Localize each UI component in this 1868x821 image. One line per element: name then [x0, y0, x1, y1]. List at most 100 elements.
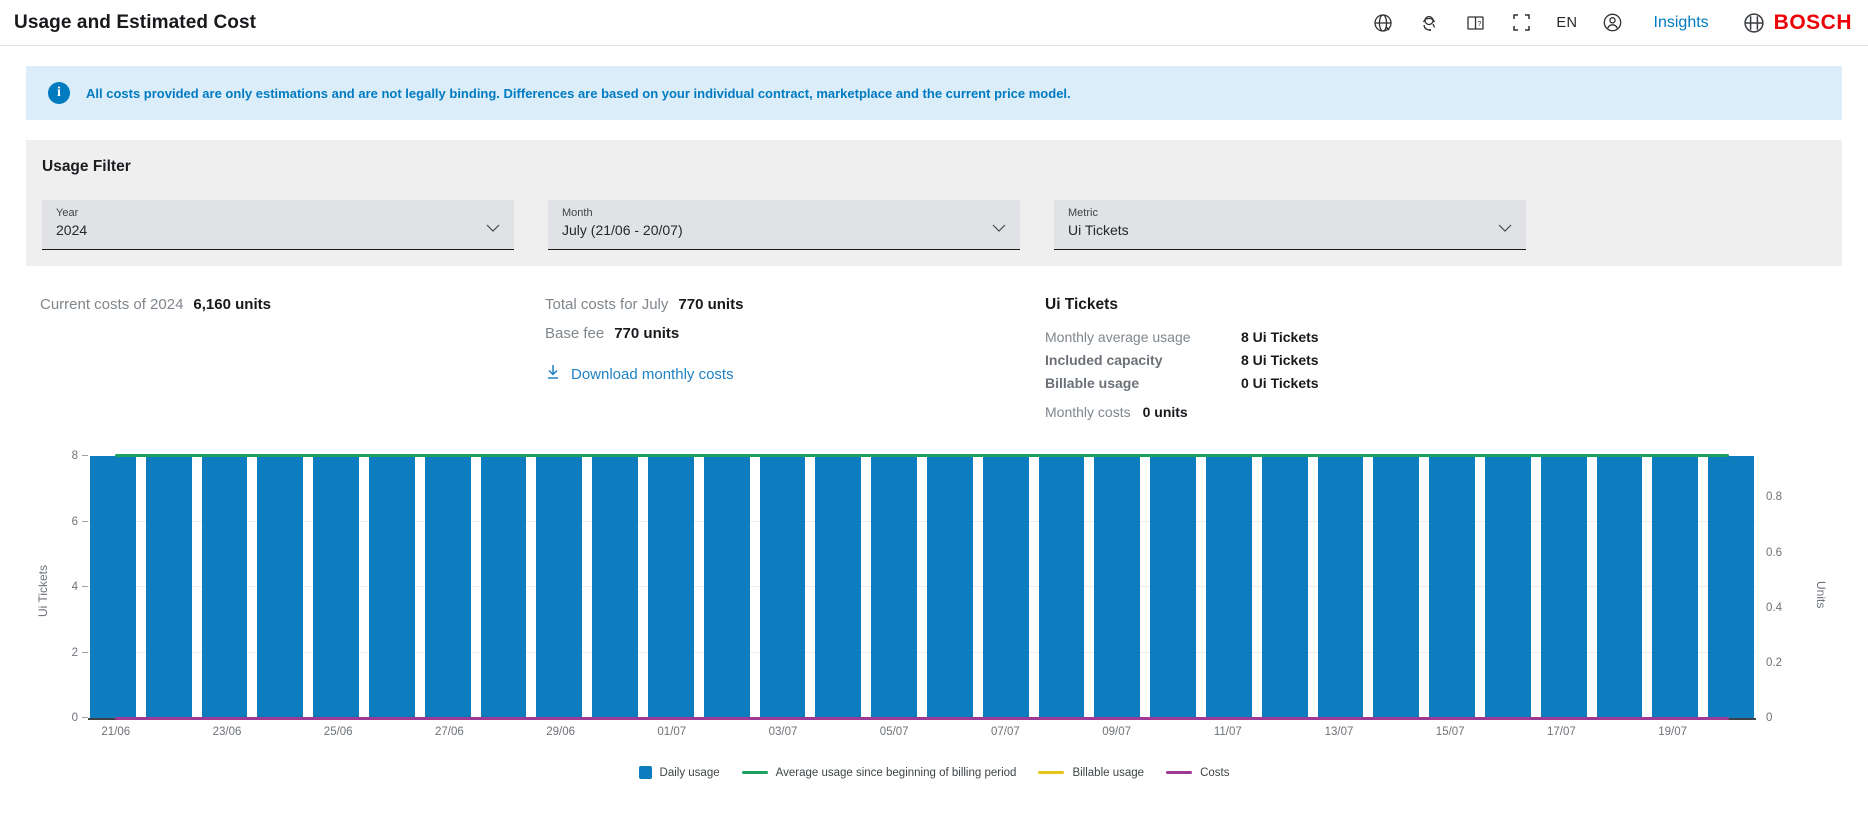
daily-usage-bar[interactable] [759, 456, 806, 718]
fullscreen-icon[interactable] [1510, 12, 1532, 34]
daily-usage-bar[interactable] [871, 456, 917, 718]
x-axis-tick-label: 29/06 [546, 726, 575, 738]
year-dropdown[interactable]: Year 2024 [42, 200, 514, 250]
daily-usage-bar[interactable] [647, 456, 694, 718]
yearly-costs-column: Current costs of 2024 6,160 units [40, 296, 545, 420]
help-book-icon[interactable]: ? [1464, 12, 1486, 34]
monthly-costs-label: Monthly costs [1045, 404, 1131, 420]
x-axis-tick-label: 17/07 [1547, 726, 1576, 738]
x-axis-tick-label: 27/06 [435, 726, 464, 738]
x-axis-tick-label: 03/07 [768, 726, 798, 738]
metric-dropdown-label: Metric [1068, 207, 1098, 219]
x-axis-tick-label: 11/07 [1213, 726, 1242, 738]
daily-usage-bar[interactable] [1150, 456, 1196, 718]
daily-usage-bar[interactable] [1596, 456, 1643, 718]
daily-usage-bar[interactable] [1373, 456, 1420, 718]
support-agent-icon[interactable] [1418, 12, 1440, 34]
daily-usage-bar[interactable] [1317, 456, 1364, 718]
filter-dropdowns: Year 2024 Month July (21/06 - 20/07) Met… [42, 200, 1826, 250]
download-label: Download monthly costs [571, 366, 734, 383]
axis-tick-mark [82, 717, 88, 718]
x-axis-tick-label: 09/07 [1102, 726, 1131, 738]
daily-usage-bar[interactable] [1652, 456, 1699, 718]
left-axis-tick-label: 4 [71, 581, 78, 593]
filter-title: Usage Filter [42, 158, 131, 175]
daily-usage-bar[interactable] [480, 456, 527, 718]
daily-usage-bar[interactable] [536, 456, 583, 718]
monthly-costs-column: Total costs for July 770 units Base fee … [545, 296, 1045, 420]
legend-item[interactable]: Daily usage [638, 766, 720, 779]
globe-icon[interactable] [1372, 12, 1394, 34]
stat-label: Included capacity [1045, 352, 1163, 368]
year-dropdown-label: Year [56, 207, 79, 219]
current-costs-value: 6,160 units [193, 296, 271, 313]
daily-usage-bar[interactable] [1540, 456, 1587, 718]
daily-usage-bar[interactable] [145, 456, 192, 718]
daily-usage-bar[interactable] [592, 456, 638, 718]
average-usage-line [114, 454, 1730, 457]
chevron-down-icon [1498, 219, 1512, 237]
legend-item[interactable]: Costs [1166, 767, 1229, 779]
chart-plot-area: 0 2 4 6 8 0 0.2 0.4 0.6 0.8 21/06 23/06 25/06 27/06… [72, 450, 1782, 738]
x-axis-tick-label: 25/06 [323, 726, 353, 738]
bosch-brand: BOSCH [1743, 11, 1852, 35]
daily-usage-bar[interactable] [368, 456, 415, 718]
chart-legend: Daily usage Average usage since beginning… [0, 766, 1868, 779]
account-icon[interactable] [1602, 12, 1624, 34]
legend-swatch [1038, 771, 1065, 774]
daily-usage-bar[interactable] [982, 456, 1029, 718]
daily-usage-bar[interactable] [1038, 456, 1085, 718]
banner-text: All costs provided are only estimations … [86, 85, 1071, 101]
bosch-logo-icon [1743, 12, 1765, 34]
legend-item[interactable]: Average usage since beginning of billing… [741, 767, 1016, 779]
stat-value: 8 Ui Tickets [1241, 329, 1319, 345]
metric-dropdown[interactable]: Metric Ui Tickets [1054, 200, 1526, 250]
month-dropdown[interactable]: Month July (21/06 - 20/07) [548, 200, 1020, 250]
daily-usage-bar[interactable] [815, 456, 862, 718]
year-dropdown-value: 2024 [56, 222, 88, 238]
legend-label: Billable usage [1072, 766, 1145, 779]
daily-usage-bar[interactable] [926, 456, 973, 718]
daily-usage-bar[interactable] [1429, 456, 1475, 718]
x-axis-tick-label: 13/07 [1324, 726, 1354, 738]
x-axis-tick-label: 21/06 [101, 726, 131, 738]
right-axis-tick-label: 0 [1766, 712, 1773, 724]
stat-label: Monthly average usage [1045, 329, 1191, 345]
daily-usage-bar[interactable] [1708, 456, 1754, 718]
download-monthly-costs-link[interactable]: Download monthly costs [545, 364, 734, 385]
right-axis-title: Units [1814, 581, 1828, 609]
legend-swatch [741, 771, 768, 774]
daily-usage-bar[interactable] [257, 456, 304, 718]
daily-usage-bar[interactable] [424, 456, 471, 718]
download-icon [545, 364, 561, 385]
axis-tick-mark [82, 651, 88, 653]
legend-item[interactable]: Billable usage [1038, 767, 1144, 779]
summary-section: Current costs of 2024 6,160 units Total … [26, 296, 1842, 420]
daily-usage-bar[interactable] [1261, 456, 1308, 718]
right-axis-tick-label: 0.2 [1766, 656, 1782, 669]
chevron-down-icon [486, 219, 500, 237]
month-dropdown-label: Month [562, 207, 593, 219]
legend-swatch [1166, 771, 1193, 774]
base-fee-label: Base fee [545, 325, 605, 342]
daily-usage-bar[interactable] [703, 456, 750, 718]
daily-usage-bar[interactable] [1484, 456, 1531, 718]
language-selector[interactable]: EN [1556, 14, 1578, 31]
legend-label: Daily usage [659, 766, 720, 779]
month-dropdown-value: July (21/06 - 20/07) [562, 222, 683, 238]
bars [88, 456, 1756, 718]
left-axis-title: Ui Tickets [36, 565, 50, 618]
daily-usage-bar[interactable] [201, 456, 248, 718]
x-axis-tick-label: 05/07 [879, 726, 909, 738]
daily-usage-bar[interactable] [90, 456, 136, 718]
left-axis-tick-label: 0 [71, 712, 78, 724]
daily-usage-bar[interactable] [1205, 456, 1252, 718]
left-axis-tick-label: 6 [71, 515, 78, 528]
x-axis-tick-label: 19/07 [1658, 726, 1687, 738]
total-costs-label: Total costs for July [545, 296, 669, 313]
bosch-wordmark: BOSCH [1773, 10, 1852, 34]
daily-usage-bar[interactable] [1094, 456, 1141, 718]
legend-label: Costs [1200, 766, 1230, 779]
insights-link[interactable]: Insights [1653, 13, 1709, 31]
daily-usage-bar[interactable] [313, 456, 359, 718]
